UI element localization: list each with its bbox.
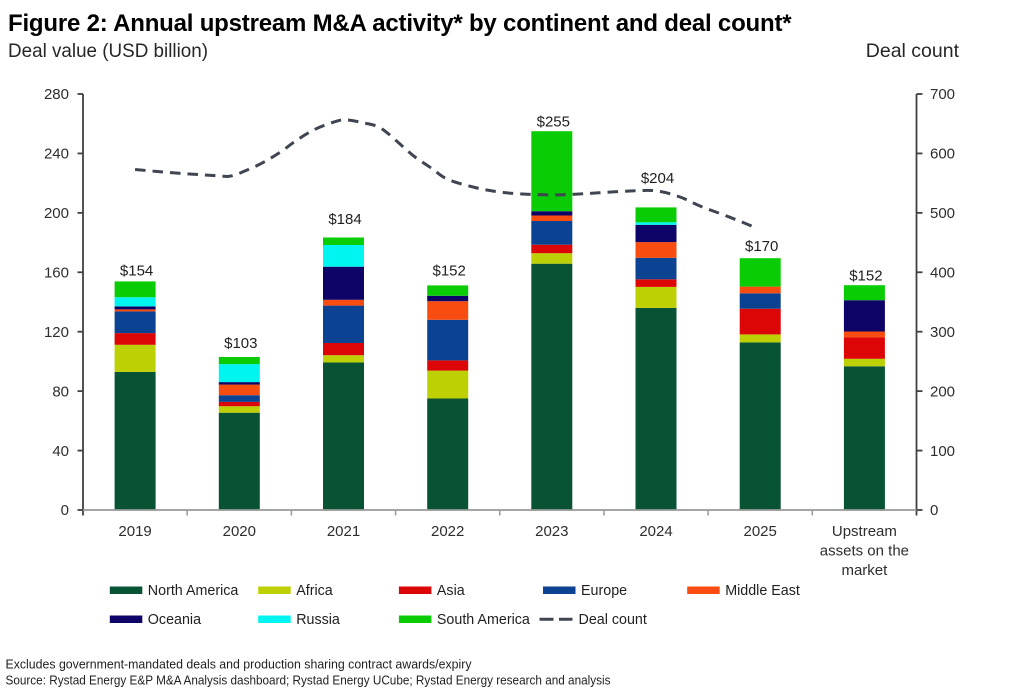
svg-text:Figure 2: Annual upstream M&A: Figure 2: Annual upstream M&A activity* …: [8, 10, 792, 37]
svg-text:Europe: Europe: [581, 583, 627, 599]
svg-text:Asia: Asia: [437, 583, 465, 599]
svg-text:2022: 2022: [431, 523, 464, 540]
svg-text:280: 280: [44, 86, 69, 103]
svg-text:Deal count: Deal count: [579, 612, 647, 628]
svg-text:200: 200: [930, 383, 955, 400]
svg-text:100: 100: [930, 443, 955, 460]
svg-text:120: 120: [44, 324, 69, 341]
svg-text:Russia: Russia: [296, 612, 340, 628]
svg-text:$184: $184: [328, 211, 361, 228]
svg-text:200: 200: [44, 205, 69, 222]
svg-text:$170: $170: [745, 238, 778, 255]
svg-text:Africa: Africa: [296, 583, 333, 599]
svg-text:market: market: [841, 562, 888, 579]
svg-text:160: 160: [44, 264, 69, 281]
svg-text:500: 500: [930, 205, 955, 222]
svg-text:Deal value (USD billion): Deal value (USD billion): [8, 40, 208, 62]
svg-text:80: 80: [52, 383, 69, 400]
svg-text:0: 0: [930, 502, 938, 519]
svg-text:$152: $152: [433, 263, 466, 280]
svg-text:0: 0: [61, 502, 69, 519]
svg-text:400: 400: [930, 264, 955, 281]
svg-text:South America: South America: [437, 612, 530, 628]
svg-text:2025: 2025: [744, 523, 777, 540]
svg-text:Middle East: Middle East: [725, 583, 800, 599]
svg-text:300: 300: [930, 324, 955, 341]
svg-text:Source: Rystad Energy E&P M&A: Source: Rystad Energy E&P M&A Analysis d…: [6, 674, 611, 688]
svg-text:700: 700: [930, 86, 955, 103]
svg-text:Oceania: Oceania: [148, 612, 201, 628]
svg-text:Upstream: Upstream: [832, 523, 897, 540]
svg-text:$255: $255: [537, 114, 570, 131]
svg-text:2023: 2023: [535, 523, 568, 540]
svg-text:40: 40: [52, 443, 69, 460]
svg-text:Excludes government-mandated d: Excludes government-mandated deals and p…: [6, 658, 473, 672]
svg-text:2020: 2020: [223, 523, 256, 540]
svg-text:$152: $152: [849, 268, 882, 285]
svg-text:$154: $154: [120, 263, 153, 280]
svg-text:240: 240: [44, 146, 69, 163]
svg-text:2019: 2019: [118, 523, 151, 540]
svg-text:$103: $103: [224, 335, 257, 352]
svg-text:assets on the: assets on the: [820, 543, 909, 560]
svg-text:2024: 2024: [639, 523, 672, 540]
svg-text:North America: North America: [148, 583, 239, 599]
svg-text:600: 600: [930, 146, 955, 163]
svg-text:2021: 2021: [327, 523, 360, 540]
svg-text:Deal count: Deal count: [866, 40, 960, 62]
svg-text:$204: $204: [641, 170, 674, 187]
